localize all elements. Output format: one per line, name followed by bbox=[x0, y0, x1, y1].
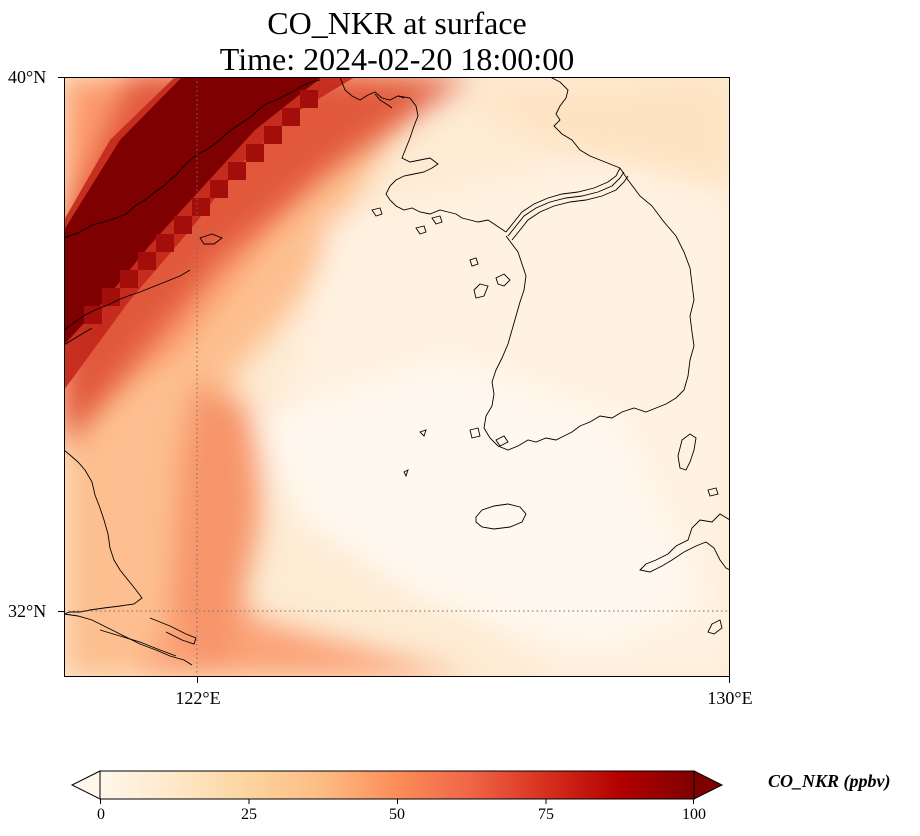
map-title: CO_NKR at surface bbox=[267, 5, 527, 41]
lat-label-32n: 32°N bbox=[8, 601, 47, 621]
colorbar-tick-75: 75 bbox=[538, 806, 554, 823]
coastlines bbox=[64, 77, 730, 666]
graticule bbox=[64, 77, 730, 677]
colorbar-tick-0: 0 bbox=[97, 806, 105, 823]
colorbar-high-extend bbox=[693, 770, 724, 800]
lon-label-122e: 122°E bbox=[175, 688, 221, 708]
lat-label-40n: 40°N bbox=[8, 67, 47, 87]
concentration-field bbox=[64, 77, 730, 677]
map-frame bbox=[64, 77, 730, 677]
colorbar-low-extend bbox=[70, 770, 101, 800]
colorbar-ramp bbox=[100, 771, 694, 799]
colorbar-title: CO_NKR (ppbv) bbox=[768, 771, 891, 791]
lon-label-130e: 130°E bbox=[707, 688, 753, 708]
axis-ticks bbox=[58, 77, 730, 683]
map-subtitle-time: Time: 2024-02-20 18:00:00 bbox=[219, 41, 575, 77]
colorbar-tick-50: 50 bbox=[389, 806, 405, 823]
colorbar bbox=[70, 770, 724, 804]
colorbar-tick-100: 100 bbox=[682, 806, 706, 823]
colorbar-tick-25: 25 bbox=[241, 806, 257, 823]
